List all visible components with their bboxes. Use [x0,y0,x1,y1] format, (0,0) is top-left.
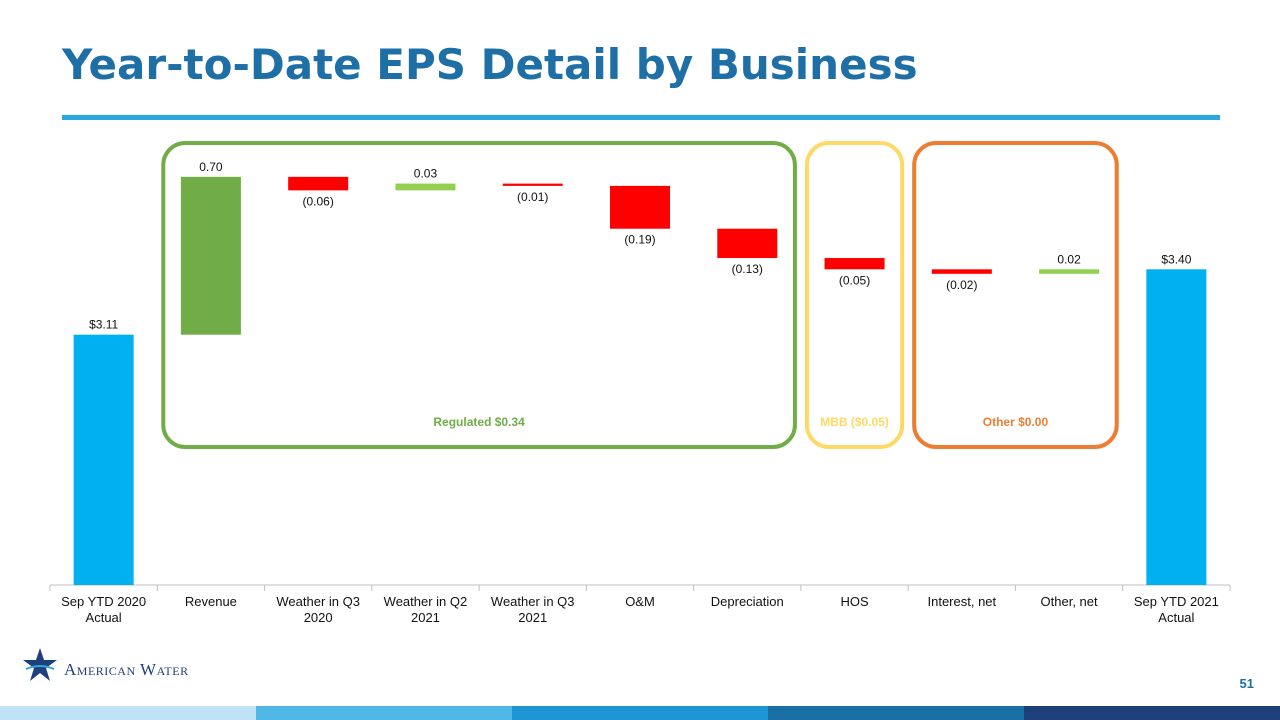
bar [610,185,670,229]
stripe [768,706,1024,720]
value-label: (0.13) [732,262,763,276]
stripe [1024,706,1280,720]
page-number: 51 [1239,676,1254,691]
bar [73,334,134,585]
x-tick-label: HOS [840,594,869,609]
bar [502,183,563,186]
x-tick-label: Weather in Q3 2020 [276,594,360,625]
logo-star [23,648,57,681]
value-label: (0.02) [946,278,977,292]
x-tick-label: Other, net [1040,594,1098,609]
bar [824,258,885,270]
bar [931,269,992,274]
x-tick-label: Weather in Q3 2021 [490,594,575,625]
bar [1146,269,1207,585]
x-tick-label: Sep YTD 2020 Actual [61,594,147,625]
x-tick-label: Sep YTD 2021 Actual [1133,594,1219,625]
group-label: Regulated $0.34 [433,415,525,429]
x-tick-label: Revenue [184,594,237,609]
value-label: 0.02 [1057,252,1081,266]
value-label: (0.01) [517,190,548,204]
x-tick-label: Weather in Q2 2021 [383,594,468,625]
value-label: $3.40 [1161,252,1191,266]
slide-title: Year-to-Date EPS Detail by Business [62,40,918,89]
value-label: (0.19) [624,233,655,247]
value-label: (0.05) [839,273,870,287]
group-box [161,141,797,449]
value-label: 0.03 [414,167,438,181]
x-tick-label: O&M [625,594,655,609]
bar [1039,269,1100,274]
value-label: $3.11 [89,318,118,332]
x-tick-label: Depreciation [710,594,784,609]
bar [288,176,349,191]
stripe [512,706,768,720]
group-label: Other $0.00 [983,415,1049,429]
stripe [256,706,512,720]
bar [717,228,778,259]
group-box [912,141,1119,449]
title-rule [62,115,1220,120]
value-label: 0.70 [199,160,223,174]
group-label: MBB ($0.05) [820,415,889,429]
logo-text: American Water [64,660,189,679]
bar [395,183,456,191]
x-tick-label: Interest, net [927,594,997,609]
stripe [0,706,256,720]
group-box [804,141,905,449]
bar [180,176,241,335]
value-label: (0.06) [303,194,334,208]
